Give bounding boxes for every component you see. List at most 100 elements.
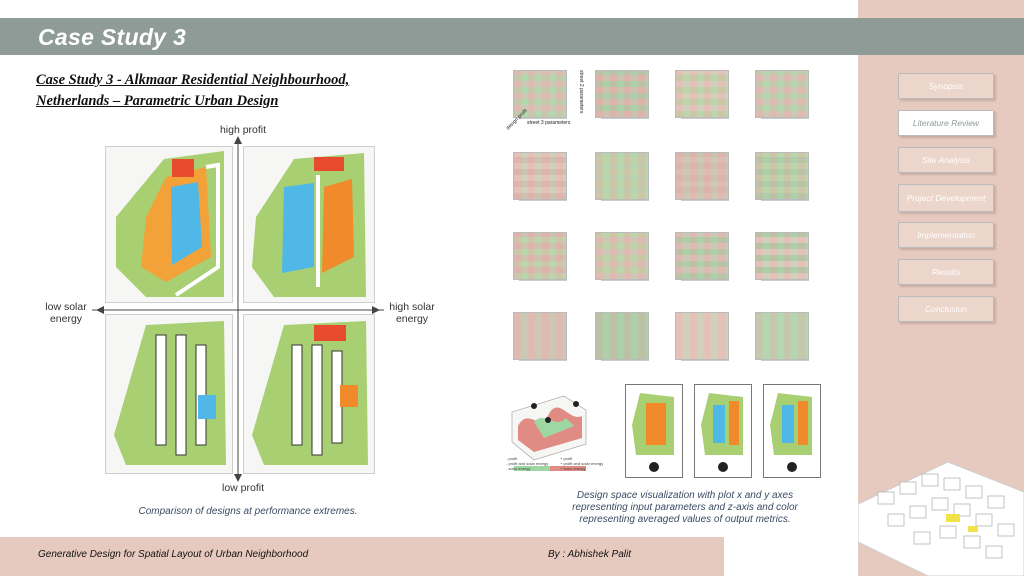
selected-design-2 xyxy=(694,384,752,478)
heatmap-cell xyxy=(505,148,567,206)
legend-right-item: + profit xyxy=(560,456,573,461)
heatmap-cell-caption-line xyxy=(681,360,729,367)
heatmap-plot xyxy=(755,232,809,280)
heatmap-cell-caption-line xyxy=(761,118,809,125)
heatmap-plot xyxy=(755,70,809,118)
axis-label-high-profit: high profit xyxy=(219,124,267,136)
case-study-title-line-1: Case Study 3 - Alkmaar Residential Neigh… xyxy=(36,72,350,88)
legend-left-item: - solar energy xyxy=(506,466,531,471)
nav-item-synopsis[interactable]: Synopsis xyxy=(898,73,994,99)
heatmap-plot xyxy=(513,152,567,200)
heatmap-cell xyxy=(505,308,567,366)
heatmap-cell xyxy=(587,228,649,286)
nav-item-implementation[interactable]: Implementation xyxy=(898,222,994,248)
footer-author: By : Abhishek Palit xyxy=(548,549,632,560)
heatmap-cell xyxy=(747,228,809,286)
heatmap-cell xyxy=(587,308,649,366)
heatmap-cell-caption-line xyxy=(761,200,809,207)
surface-plot xyxy=(511,395,587,471)
site-plan-top-right xyxy=(252,153,366,297)
heatmap-plot xyxy=(755,312,809,360)
header-bar xyxy=(0,18,1024,55)
legend-left: - profit - profit and solar energy - sol… xyxy=(506,456,548,471)
legend-right-item: + profit and solar energy xyxy=(560,461,604,466)
axis-label-low-profit: low profit xyxy=(221,482,264,494)
heatmap-cell xyxy=(667,66,729,124)
city-model-graphic xyxy=(857,461,1024,577)
heatmap-plot xyxy=(513,312,567,360)
heatmap-plot xyxy=(595,70,649,118)
heatmap-cell-caption-line xyxy=(681,118,729,125)
heatmap-plot xyxy=(675,232,729,280)
heatmap-plot xyxy=(513,232,567,280)
axis-label-high-solar: high solar energy xyxy=(389,301,435,325)
design-quadrant-bottom-right xyxy=(243,314,375,474)
heatmap-cell-caption-line xyxy=(761,360,809,367)
axis-label-low-solar: low solar energy xyxy=(45,301,87,325)
heatmap-cell xyxy=(667,148,729,206)
nav-item-literature-review[interactable]: Literature Review xyxy=(898,110,994,136)
heatmap-cell xyxy=(747,308,809,366)
heatmap-cell xyxy=(587,66,649,124)
heatmap-cell-caption-line xyxy=(601,360,649,367)
case-study-title-line-2: Netherlands – Parametric Urban Design xyxy=(36,93,279,109)
design-space-3d-surface xyxy=(504,382,590,482)
heatmap-cell xyxy=(747,148,809,206)
legend-left-item: - profit xyxy=(506,456,518,461)
case-study-title: Case Study 3 - Alkmaar Residential Neigh… xyxy=(36,70,476,112)
legend-left-item: - profit and solar energy xyxy=(506,461,549,466)
design-space-caption-line-2: representing input parameters and z-axis… xyxy=(572,502,798,513)
y-axis-label: street 2 parameters xyxy=(578,70,584,114)
legend-right-item: + solar energy xyxy=(560,466,586,471)
heatmap-plot xyxy=(595,312,649,360)
heatmap-cell xyxy=(505,228,567,286)
site-plan-bottom-left xyxy=(114,321,226,465)
x-axis-label: street 3 parameters xyxy=(527,120,571,126)
design-quadrant-top-left xyxy=(105,146,233,303)
nav-item-site-analysis[interactable]: Site Analysis xyxy=(898,147,994,173)
page-title: Case Study 3 xyxy=(38,24,187,50)
design-space-caption: Design space visualization with plot x a… xyxy=(540,490,830,526)
design-quadrant-top-right xyxy=(243,146,375,303)
heatmap-plot xyxy=(675,312,729,360)
heatmap-plot xyxy=(675,152,729,200)
footer-project-title: Generative Design for Spatial Layout of … xyxy=(38,549,309,560)
footer-bar xyxy=(0,537,724,576)
heatmap-plot xyxy=(595,152,649,200)
selected-design-3 xyxy=(763,384,821,478)
heatmap-plot xyxy=(675,70,729,118)
heatmap-cell-caption-line xyxy=(601,118,649,125)
site-plan-bottom-right xyxy=(252,321,368,465)
selected-design-1 xyxy=(625,384,683,478)
heatmap-cell-caption-line xyxy=(601,280,649,287)
design-space-caption-line-3: representing averaged values of output m… xyxy=(579,514,791,525)
heatmap-cell xyxy=(667,308,729,366)
heatmap-cell-caption-line xyxy=(601,200,649,207)
nav-item-project-development[interactable]: Project Development xyxy=(898,184,994,212)
heatmap-cell xyxy=(505,66,567,124)
heatmap-plot xyxy=(513,70,567,118)
heatmap-plot xyxy=(595,232,649,280)
heatmap-cell-caption-line xyxy=(761,280,809,287)
nav-item-conclusion[interactable]: Conclusion xyxy=(898,296,994,322)
heatmap-cell xyxy=(747,66,809,124)
heatmap-cell-caption-line xyxy=(519,200,567,207)
nav-item-results[interactable]: Results xyxy=(898,259,994,285)
heatmap-cell xyxy=(587,148,649,206)
site-plan-top-left xyxy=(116,151,224,297)
city-model-illustration xyxy=(857,452,1024,577)
heatmap-cell-caption-line xyxy=(519,360,567,367)
selected-design-1-plan xyxy=(632,393,674,472)
heatmap-cell-caption-line xyxy=(681,200,729,207)
heatmap-cell-caption-line xyxy=(519,118,567,125)
design-space-caption-line-1: Design space visualization with plot x a… xyxy=(576,490,794,501)
selected-design-3-plan xyxy=(770,393,812,472)
heatmap-cell xyxy=(667,228,729,286)
heatmap-plot xyxy=(755,152,809,200)
legend-right: + profit + profit and solar energy + sol… xyxy=(560,456,603,471)
quadrant-caption: Comparison of designs at performance ext… xyxy=(138,506,358,517)
heatmap-cell-caption-line xyxy=(519,280,567,287)
selected-design-2-plan xyxy=(701,393,743,472)
